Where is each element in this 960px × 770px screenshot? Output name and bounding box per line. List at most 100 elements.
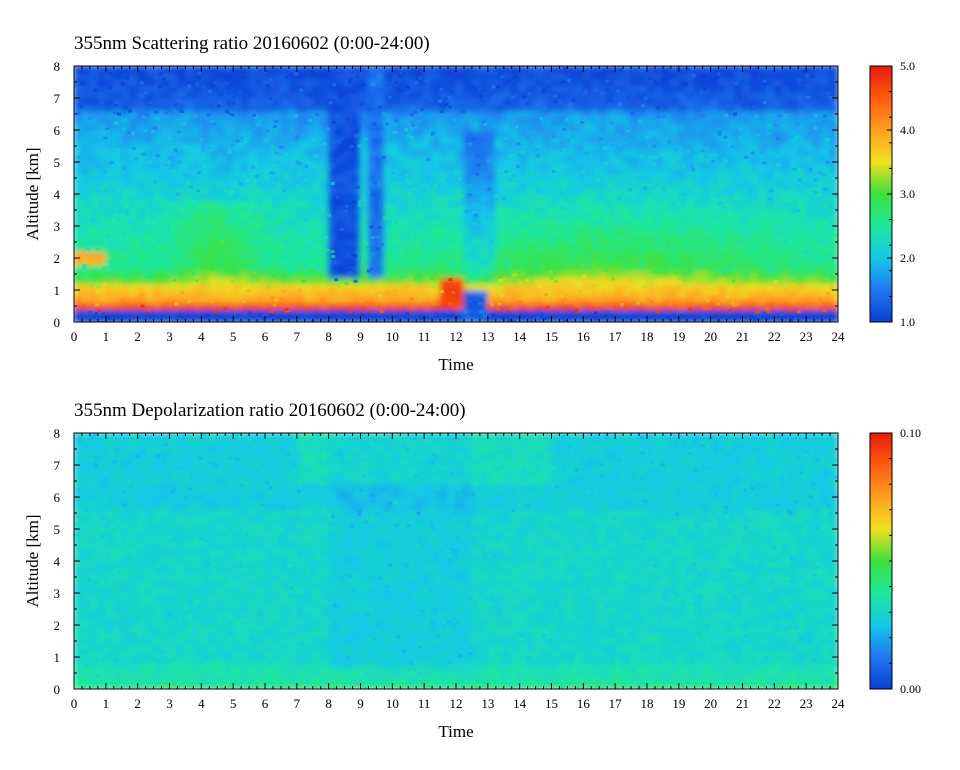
heatmap-cell bbox=[694, 199, 704, 208]
heatmap-cell bbox=[447, 295, 457, 304]
heatmap-cell bbox=[288, 97, 298, 106]
heatmap-cell bbox=[74, 289, 83, 298]
heatmap-cell bbox=[718, 295, 728, 304]
heatmap-speckle-cell bbox=[352, 97, 357, 101]
heatmap-cell bbox=[328, 308, 338, 317]
heatmap-cell bbox=[336, 206, 346, 214]
heatmap-cell bbox=[702, 263, 712, 272]
heatmap-cell bbox=[551, 225, 561, 234]
heatmap-cell bbox=[312, 308, 322, 317]
heatmap-cell bbox=[407, 84, 417, 93]
heatmap-cell bbox=[121, 251, 131, 259]
heatmap-cell bbox=[137, 148, 147, 157]
heatmap-cell bbox=[145, 206, 155, 214]
heatmap-speckle-cell bbox=[276, 241, 281, 245]
heatmap-cell bbox=[320, 263, 330, 272]
heatmap-cell bbox=[423, 97, 433, 106]
heatmap-cell bbox=[184, 219, 195, 227]
heatmap-cell bbox=[558, 289, 569, 298]
heatmap-cell bbox=[829, 276, 838, 285]
heatmap-speckle-cell bbox=[417, 242, 422, 246]
heatmap-cell bbox=[200, 308, 210, 317]
heatmap-cell bbox=[145, 263, 155, 272]
heatmap-cell bbox=[503, 78, 513, 86]
heatmap-cell bbox=[328, 123, 338, 131]
heatmap-cell bbox=[367, 238, 378, 246]
heatmap-cell bbox=[399, 283, 409, 291]
heatmap-cell bbox=[678, 71, 688, 80]
heatmap-speckle-cell bbox=[728, 315, 733, 319]
heatmap-speckle-cell bbox=[341, 213, 346, 217]
heatmap-speckle-cell bbox=[326, 213, 331, 217]
heatmap-speckle-cell bbox=[377, 305, 382, 309]
heatmap-cell bbox=[344, 231, 354, 240]
heatmap-cell bbox=[121, 167, 131, 176]
heatmap-cell bbox=[566, 257, 577, 266]
heatmap-cell bbox=[765, 110, 776, 118]
heatmap-cell bbox=[367, 66, 378, 74]
heatmap-cell bbox=[638, 103, 648, 112]
heatmap-cell bbox=[81, 225, 91, 234]
heatmap-cell bbox=[630, 289, 640, 298]
heatmap-cell bbox=[742, 308, 752, 317]
heatmap-speckle-cell bbox=[378, 294, 383, 298]
heatmap-cell bbox=[821, 129, 831, 138]
heatmap-cell bbox=[503, 148, 513, 157]
heatmap-speckle-cell bbox=[124, 204, 129, 208]
heatmap-cell bbox=[407, 142, 417, 150]
heatmap-cell bbox=[646, 103, 656, 112]
heatmap-cell bbox=[694, 187, 704, 195]
heatmap-speckle-cell bbox=[234, 187, 239, 191]
heatmap-cell bbox=[256, 161, 266, 170]
heatmap-cell bbox=[511, 180, 521, 189]
heatmap-cell bbox=[320, 110, 330, 118]
heatmap-cell bbox=[519, 244, 529, 253]
heatmap-cell bbox=[74, 116, 83, 125]
heatmap-cell bbox=[169, 110, 179, 118]
heatmap-cell bbox=[742, 289, 752, 298]
heatmap-cell bbox=[535, 110, 545, 118]
heatmap-cell bbox=[153, 187, 163, 195]
heatmap-cell bbox=[129, 251, 139, 259]
heatmap-speckle-cell bbox=[102, 131, 107, 135]
heatmap-cell bbox=[694, 302, 704, 310]
heatmap-speckle-cell bbox=[387, 95, 392, 99]
heatmap-cell bbox=[574, 148, 585, 157]
heatmap-cell bbox=[718, 308, 728, 317]
heatmap-speckle-cell bbox=[201, 85, 206, 89]
heatmap-cell bbox=[670, 78, 680, 86]
heatmap-cell bbox=[614, 91, 624, 99]
heatmap-cell bbox=[558, 103, 569, 112]
heatmap-cell bbox=[169, 263, 179, 272]
heatmap-cell bbox=[455, 295, 465, 304]
heatmap-cell bbox=[288, 263, 298, 272]
heatmap-cell bbox=[797, 308, 807, 317]
heatmap-cell bbox=[694, 116, 704, 125]
heatmap-cell bbox=[582, 84, 592, 93]
heatmap-cell bbox=[654, 66, 664, 74]
heatmap-cell bbox=[81, 295, 91, 304]
heatmap-cell bbox=[97, 199, 107, 208]
heatmap-cell bbox=[765, 283, 776, 291]
heatmap-cell bbox=[240, 123, 250, 131]
heatmap-cell bbox=[74, 199, 83, 208]
heatmap-cell bbox=[232, 193, 242, 202]
heatmap-cell bbox=[527, 116, 537, 125]
heatmap-cell bbox=[264, 295, 274, 304]
heatmap-cell bbox=[352, 263, 362, 272]
heatmap-cell bbox=[527, 283, 537, 291]
heatmap-cell bbox=[781, 308, 791, 317]
heatmap-cell bbox=[614, 289, 624, 298]
heatmap-speckle-cell bbox=[720, 162, 725, 166]
heatmap-cell bbox=[511, 167, 521, 176]
heatmap-cell bbox=[360, 289, 370, 298]
heatmap-cell bbox=[646, 206, 656, 214]
heatmap-cell bbox=[391, 199, 401, 208]
heatmap-speckle-cell bbox=[301, 143, 306, 147]
heatmap-speckle-cell bbox=[642, 285, 647, 289]
heatmap-cell bbox=[383, 193, 394, 202]
heatmap-cell bbox=[734, 289, 744, 298]
heatmap-cell bbox=[264, 315, 274, 322]
heatmap-cell bbox=[344, 129, 354, 138]
heatmap-speckle-cell bbox=[384, 291, 389, 295]
